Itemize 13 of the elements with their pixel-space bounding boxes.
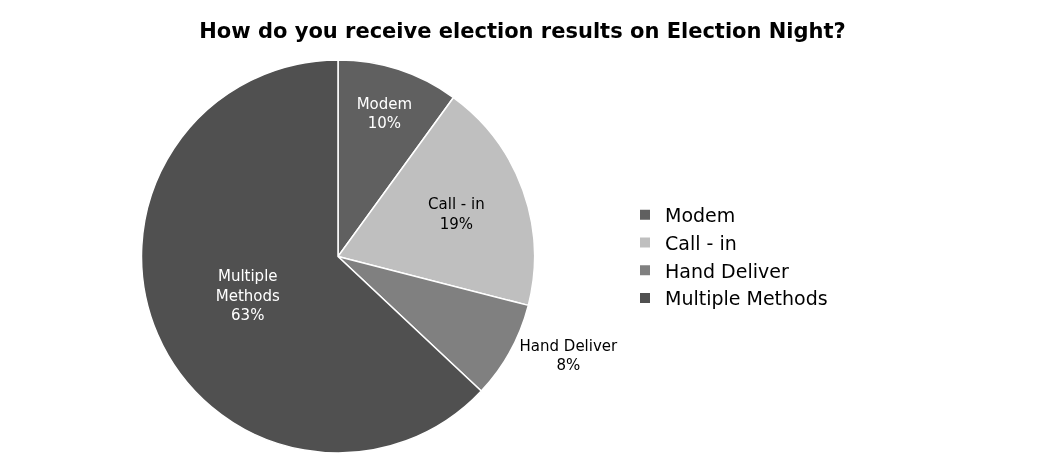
slice-label: Multiple Methods bbox=[215, 267, 280, 305]
legend-label: Call - in bbox=[665, 231, 737, 254]
data-label: 8% bbox=[556, 356, 581, 375]
legend-label: Modem bbox=[665, 204, 736, 227]
data-label: 10% bbox=[367, 114, 402, 133]
legend-label: Multiple Methods bbox=[665, 287, 828, 310]
legend-label: Hand Deliver bbox=[665, 259, 789, 282]
slice-label: Call - in bbox=[428, 195, 485, 214]
slice-label: Modem bbox=[356, 94, 413, 113]
chart-title: How do you receive election results on Election Night? bbox=[199, 18, 846, 43]
data-label: 63% bbox=[231, 306, 265, 325]
slice-label: Hand Deliver bbox=[519, 336, 619, 355]
data-label: 19% bbox=[439, 214, 474, 233]
